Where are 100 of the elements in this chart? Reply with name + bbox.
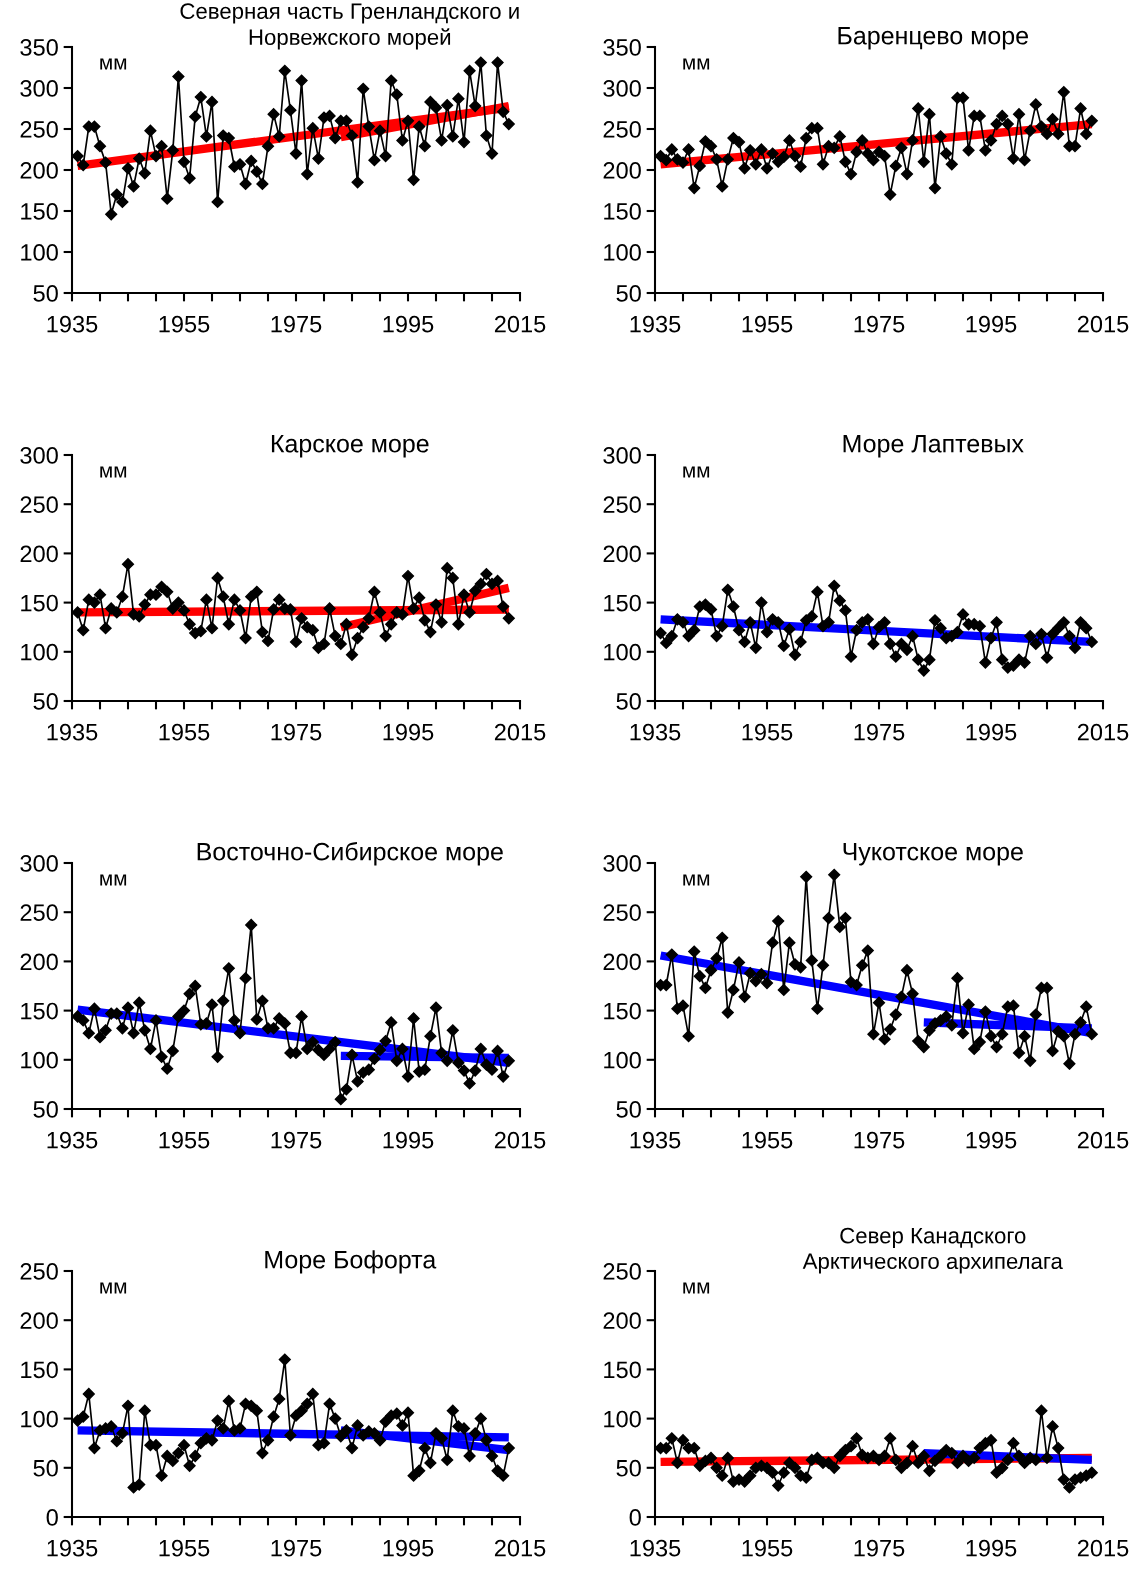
y-tick-label: 150 <box>21 203 58 220</box>
y-tick-label: 250 <box>20 904 58 921</box>
y-axis-title: мм <box>100 1282 127 1294</box>
x-tick-label: 1955 <box>742 315 793 333</box>
y-tick-label: 50 <box>33 285 58 302</box>
y-tick-label: 100 <box>21 1051 58 1069</box>
y-tick-label: 150 <box>604 594 641 612</box>
x-tick-label: 1935 <box>630 723 681 741</box>
x-tick-label: 1975 <box>271 1539 322 1557</box>
y-tick-label: 50 <box>616 1459 641 1477</box>
x-tick-label: 1975 <box>271 315 322 333</box>
y-tick-label: 0 <box>629 1509 641 1526</box>
x-tick-label: 1975 <box>271 1131 322 1149</box>
y-axis-title: мм <box>683 58 710 70</box>
chart-title: Карское море <box>271 435 429 458</box>
y-tick-label: 250 <box>603 496 641 513</box>
x-tick-label: 1935 <box>47 723 98 741</box>
y-tick-label: 50 <box>33 693 58 710</box>
x-tick-label: 1955 <box>159 1131 210 1149</box>
y-tick-label: 250 <box>20 121 58 138</box>
y-tick-label: 200 <box>603 162 641 179</box>
x-tick-label: 2015 <box>494 1539 546 1557</box>
y-tick-label: 150 <box>21 594 58 612</box>
x-tick-label: 2015 <box>1077 1539 1129 1557</box>
y-tick-label: 200 <box>20 545 58 563</box>
y-tick-label: 200 <box>20 953 58 971</box>
x-tick-label: 1935 <box>630 1539 681 1557</box>
x-tick-label: 1935 <box>630 1131 681 1149</box>
y-tick-label: 350 <box>20 39 58 56</box>
y-tick-label: 150 <box>21 1002 58 1020</box>
y-tick-label: 350 <box>603 39 641 56</box>
y-tick-label: 50 <box>616 693 641 710</box>
y-tick-label: 150 <box>604 1002 641 1020</box>
x-tick-label: 1995 <box>966 1539 1017 1557</box>
x-tick-label: 1975 <box>271 723 322 741</box>
y-axis-title: мм <box>100 58 127 70</box>
x-tick-label: 1955 <box>159 723 210 741</box>
y-tick-label: 150 <box>21 1361 58 1379</box>
x-tick-label: 2015 <box>1077 1131 1129 1149</box>
x-tick-label: 1955 <box>159 315 210 333</box>
x-tick-label: 1995 <box>966 315 1017 333</box>
x-tick-label: 1935 <box>630 315 681 333</box>
y-tick-label: 200 <box>603 545 641 563</box>
y-tick-label: 200 <box>603 1312 641 1329</box>
y-tick-label: 300 <box>603 855 641 872</box>
y-tick-label: 50 <box>33 1459 58 1477</box>
y-tick-label: 100 <box>604 1410 641 1428</box>
y-tick-label: 100 <box>604 1051 641 1069</box>
y-tick-label: 250 <box>20 1263 58 1280</box>
y-tick-label: 250 <box>603 1263 641 1280</box>
x-tick-label: 2015 <box>1077 315 1129 333</box>
y-tick-label: 100 <box>604 244 641 261</box>
x-tick-label: 2015 <box>494 723 546 741</box>
y-tick-label: 100 <box>21 244 58 261</box>
x-tick-label: 2015 <box>1077 723 1129 741</box>
y-tick-label: 0 <box>46 1509 58 1526</box>
x-tick-label: 2015 <box>494 1131 546 1149</box>
y-tick-label: 250 <box>603 904 641 921</box>
x-tick-label: 1955 <box>742 723 793 741</box>
y-tick-label: 300 <box>20 80 58 97</box>
y-tick-label: 100 <box>21 1410 58 1428</box>
y-tick-label: 50 <box>33 1101 58 1118</box>
chart-title: Север Канадского Арктического архипелага <box>802 1227 1063 1274</box>
x-tick-label: 1935 <box>47 1131 98 1149</box>
y-tick-label: 200 <box>603 953 641 971</box>
y-tick-label: 50 <box>616 1101 641 1118</box>
x-tick-label: 1995 <box>966 723 1017 741</box>
x-tick-label: 1995 <box>383 1131 434 1149</box>
chart-title: Северная часть Гренландского и Норвежского морей <box>180 3 519 50</box>
chart-title: Море Бофорта <box>265 1250 437 1274</box>
y-tick-label: 100 <box>604 643 641 661</box>
y-tick-label: 200 <box>20 1312 58 1329</box>
x-tick-label: 1995 <box>966 1131 1017 1149</box>
y-tick-label: 300 <box>20 447 58 464</box>
chart-title: Баренцево море <box>838 27 1028 50</box>
y-tick-label: 100 <box>21 643 58 661</box>
y-tick-label: 250 <box>20 496 58 513</box>
y-axis-title: мм <box>683 466 710 478</box>
x-tick-label: 1975 <box>854 1131 905 1149</box>
x-tick-label: 2015 <box>494 315 546 333</box>
y-axis-title: мм <box>683 874 710 886</box>
chart-title: Восточно-Сибирское море <box>197 841 503 866</box>
y-tick-label: 200 <box>20 162 58 179</box>
x-tick-label: 1955 <box>159 1539 210 1557</box>
x-tick-label: 1995 <box>383 315 434 333</box>
y-tick-label: 300 <box>603 447 641 464</box>
y-axis-title: мм <box>683 1282 710 1294</box>
x-tick-label: 1975 <box>854 1539 905 1557</box>
x-tick-label: 1955 <box>742 1539 793 1557</box>
y-tick-label: 150 <box>604 1361 641 1379</box>
x-tick-label: 1975 <box>854 723 905 741</box>
chart-title: Море Лаптевых <box>843 435 1024 458</box>
y-tick-label: 150 <box>604 203 641 220</box>
x-tick-label: 1975 <box>854 315 905 333</box>
y-tick-label: 250 <box>603 121 641 138</box>
x-tick-label: 1955 <box>742 1131 793 1149</box>
chart-title: Чукотское море <box>843 843 1023 866</box>
y-tick-label: 300 <box>20 855 58 872</box>
y-tick-label: 50 <box>616 285 641 302</box>
y-axis-title: мм <box>100 874 127 886</box>
